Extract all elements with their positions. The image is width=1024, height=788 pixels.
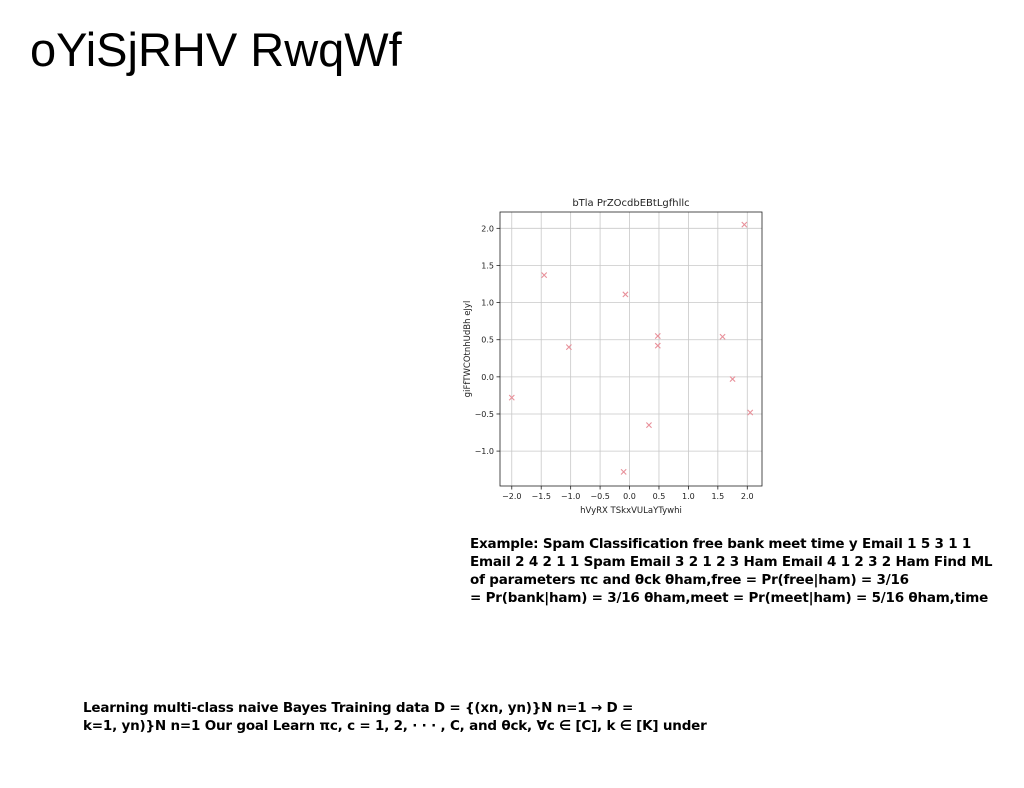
learning-text-block: Learning multi-class naive Bayes Trainin… <box>83 699 707 735</box>
data-point <box>654 342 661 349</box>
chart-title: bTla PrZOcdbEBtLgfhllc <box>572 198 689 209</box>
data-point <box>622 291 629 298</box>
x-axis-label: hVyRX TSkxVULaYTywhi <box>580 506 682 516</box>
x-tick-label: −0.5 <box>590 492 609 501</box>
x-tick-label: 0.5 <box>653 492 666 501</box>
x-tick-label: 1.0 <box>682 492 695 501</box>
example-line: Example: Spam Classification free bank m… <box>470 536 972 552</box>
data-point <box>508 394 515 401</box>
data-point <box>654 333 661 339</box>
y-tick-label: 2.0 <box>481 224 494 233</box>
slide-title: oYiSjRHV RwqWf <box>30 23 402 76</box>
data-points <box>508 221 754 475</box>
plot-frame <box>499 211 763 487</box>
example-line: of parameters πc and θck θham,free = Pr(… <box>470 572 909 588</box>
y-tick-label: 1.0 <box>481 299 494 308</box>
x-tick-label: 1.5 <box>711 492 724 501</box>
data-point <box>645 422 652 429</box>
data-point <box>541 272 548 279</box>
x-tick-label: 0.0 <box>623 492 636 501</box>
y-tick-label: 0.5 <box>481 336 494 345</box>
learning-line: Learning multi-class naive Bayes Trainin… <box>83 700 634 716</box>
data-point <box>747 409 754 416</box>
chart-grid <box>500 212 762 486</box>
y-tick-label: 1.5 <box>481 261 494 270</box>
x-tick-label: −2.0 <box>502 492 521 501</box>
data-point <box>741 221 748 228</box>
learning-line: k=1, yn)}N n=1 Our goal Learn πc, c = 1,… <box>83 718 707 734</box>
x-tick-label: −1.0 <box>561 492 580 501</box>
y-axis-label: giFfTWCOtnhUdBh eJyl <box>463 301 473 398</box>
data-point <box>719 333 726 340</box>
y-tick-label: −0.5 <box>475 410 494 419</box>
data-point <box>620 468 627 475</box>
data-point <box>565 344 572 351</box>
scatter-chart: −2.0 −1.5 −1.0 −0.5 0.0 0.5 1.0 1.5 2.0 −1.0 −0.5… <box>463 198 763 516</box>
example-line: = Pr(bank|ham) = 3/16 θham,meet = Pr(mee… <box>470 590 989 606</box>
example-text-block: Example: Spam Classification free bank m… <box>470 535 1024 607</box>
data-point <box>729 376 736 383</box>
x-axis-ticks: −2.0 −1.5 −1.0 −0.5 0.0 0.5 1.0 1.5 2.0 <box>502 486 754 501</box>
x-tick-label: 2.0 <box>741 492 754 501</box>
x-tick-label: −1.5 <box>531 492 550 501</box>
scatter-figure: −2.0 −1.5 −1.0 −0.5 0.0 0.5 1.0 1.5 2.0 −1.0 −0.5… <box>458 190 770 522</box>
y-tick-label: −1.0 <box>475 447 494 456</box>
y-axis-ticks: −1.0 −0.5 0.0 0.5 1.0 1.5 2.0 <box>475 224 500 456</box>
example-line: Email 2 4 2 1 1 Spam Email 3 2 1 2 3 Ham… <box>470 554 993 570</box>
y-tick-label: 0.0 <box>481 373 494 382</box>
